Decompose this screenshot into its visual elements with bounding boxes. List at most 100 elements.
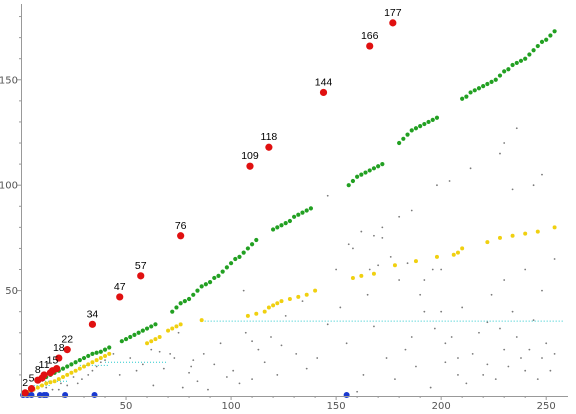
gray-point-115 [406,262,409,265]
green-point-88 [506,67,511,72]
green-point-70 [409,128,414,133]
red-point-12 [137,272,145,280]
axis-ticks: 50 100 150 200 250 50 100 150 [0,16,556,412]
gray-point-91 [524,268,527,271]
green-point-80 [472,88,477,93]
gray-point-31 [190,365,193,368]
red-series [21,19,397,397]
yellow-point-39 [313,288,318,293]
data-label-76: 76 [175,220,187,232]
gray-point-24 [158,350,161,353]
yellow-point-42 [371,271,376,276]
gray-point-114 [389,255,392,258]
gray-point-127 [360,230,363,233]
yellow-point-40 [350,275,355,280]
green-point-38 [216,273,221,278]
yellow-point-32 [266,305,271,310]
gray-point-98 [553,258,556,260]
yellow-point-13 [82,364,87,369]
red-point-17 [366,42,374,50]
yellow-point-20 [145,341,150,346]
gray-point-105 [511,188,514,191]
yellow-point-35 [279,299,284,304]
gray-point-120 [457,357,459,359]
green-point-40 [224,265,229,270]
gray-point-103 [532,184,535,187]
gray-point-48 [295,352,298,355]
gray-point-82 [486,321,489,324]
gray-point-126 [242,289,245,292]
green-point-10 [77,358,82,363]
yellow-point-49 [485,240,490,245]
green-point-84 [489,79,494,84]
gray-point-21 [141,363,144,366]
green-point-73 [422,121,427,127]
green-point-27 [170,309,175,314]
gray-point-88 [511,310,514,313]
yellow-point-46 [451,252,456,257]
yellow-point-16 [94,358,99,363]
gray-point-17 [112,352,115,355]
y-tick-label-100: 100 [0,181,18,192]
green-point-99 [552,29,557,34]
gray-point-16 [104,359,106,362]
red-point-13 [177,232,185,240]
gray-point-119 [444,342,447,345]
green-point-39 [220,269,225,274]
green-point-86 [497,73,503,78]
green-point-36 [207,280,213,285]
green-point-12 [86,353,91,359]
gray-point-125 [553,352,556,355]
green-point-23 [140,328,145,333]
red-point-16 [319,88,328,97]
yellow-point-53 [535,229,540,234]
yellow-point-45 [434,254,439,259]
green-point-90 [514,60,519,66]
green-point-78 [464,94,469,99]
gray-point-22 [150,348,153,351]
gray-point-75 [450,336,453,338]
green-point-51 [283,221,288,226]
gray-point-92 [528,348,531,351]
blue-point-8 [343,391,350,398]
gray-point-38 [225,376,228,378]
green-point-60 [355,174,360,179]
yellow-point-9 [65,372,70,377]
yellow-point-2 [35,385,40,390]
red-point-11 [116,293,124,301]
gray-point-113 [368,268,371,271]
gray-point-123 [524,369,527,372]
yellow-point-11 [73,368,78,373]
gray-point-23 [152,384,155,387]
green-point-83 [485,81,490,87]
gray-point-130 [440,310,443,313]
gray-point-18 [118,374,121,376]
green-point-14 [94,350,99,355]
gray-point-117 [251,340,253,343]
data-label-118: 118 [261,131,278,143]
gray-point-25 [162,367,165,370]
gray-point-67 [410,336,413,338]
yellow-point-21 [149,339,154,344]
gray-point-96 [545,342,548,345]
yellow-point-8 [61,375,66,380]
green-point-7 [65,364,70,369]
gray-point-109 [398,215,401,218]
green-series [35,29,557,384]
green-point-35 [203,282,208,287]
data-label-177: 177 [384,7,402,19]
green-point-55 [300,210,305,215]
gray-point-95 [541,289,543,292]
green-point-53 [292,214,297,219]
green-point-32 [191,292,196,297]
gray-point-65 [398,279,401,281]
green-point-17 [107,345,112,350]
gray-point-29 [181,386,184,389]
yellow-point-47 [455,250,460,255]
gray-point-32 [192,359,195,362]
gray-point-11 [81,378,83,381]
yellow-point-31 [262,309,267,314]
green-point-50 [279,223,284,228]
green-point-33 [195,288,200,293]
